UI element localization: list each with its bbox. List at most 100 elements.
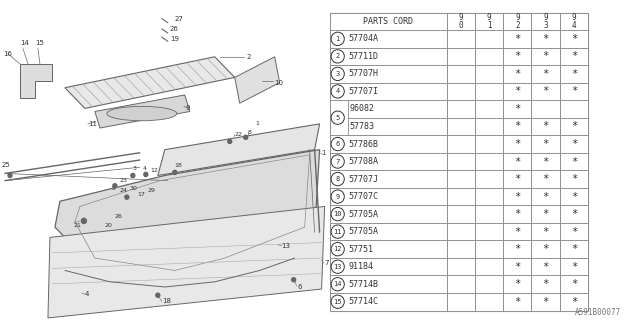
Bar [447, 240, 475, 258]
Circle shape [8, 173, 12, 178]
Bar [330, 83, 447, 100]
Text: 57714B: 57714B [348, 280, 378, 289]
Bar [503, 65, 531, 83]
Bar [447, 48, 475, 65]
Bar [531, 170, 560, 188]
Text: 4: 4 [143, 166, 147, 171]
Text: *: * [543, 279, 548, 289]
Polygon shape [55, 150, 319, 277]
Bar [447, 293, 475, 310]
Bar [475, 135, 503, 153]
Text: *: * [543, 209, 548, 219]
Text: 91184: 91184 [348, 262, 373, 271]
Text: 11: 11 [333, 229, 342, 235]
Text: *: * [543, 297, 548, 307]
Bar [560, 83, 588, 100]
Text: 9
3: 9 3 [543, 13, 548, 30]
Bar [503, 48, 531, 65]
Text: *: * [514, 69, 520, 79]
Text: 16: 16 [3, 51, 12, 57]
Text: *: * [543, 244, 548, 254]
Text: *: * [543, 227, 548, 237]
Text: 57707J: 57707J [348, 175, 378, 184]
Text: 2: 2 [335, 53, 340, 60]
Text: *: * [514, 52, 520, 61]
Text: 57707I: 57707I [348, 87, 378, 96]
Polygon shape [65, 57, 235, 108]
Text: 57705A: 57705A [348, 210, 378, 219]
Text: 30: 30 [130, 187, 138, 191]
Bar [447, 258, 475, 276]
Text: 57786B: 57786B [348, 140, 378, 148]
Circle shape [156, 293, 160, 297]
Text: 1: 1 [322, 150, 326, 156]
Polygon shape [158, 124, 319, 175]
Bar [503, 135, 531, 153]
Text: *: * [571, 34, 577, 44]
Text: 9: 9 [186, 105, 190, 111]
Text: 14: 14 [333, 281, 342, 287]
Text: *: * [571, 279, 577, 289]
Bar [475, 205, 503, 223]
Bar [560, 153, 588, 170]
Bar [503, 118, 531, 135]
Text: *: * [514, 139, 520, 149]
Text: *: * [543, 86, 548, 96]
Bar [475, 83, 503, 100]
Text: 11: 11 [88, 121, 97, 127]
Text: *: * [514, 104, 520, 114]
Bar [447, 12, 475, 30]
Text: *: * [571, 192, 577, 202]
Text: *: * [571, 69, 577, 79]
Bar [560, 240, 588, 258]
Bar [531, 30, 560, 48]
Bar [531, 293, 560, 310]
Bar [531, 48, 560, 65]
Bar [447, 170, 475, 188]
Text: 10: 10 [333, 211, 342, 217]
Text: *: * [571, 297, 577, 307]
Text: 7: 7 [335, 158, 340, 164]
Bar [531, 258, 560, 276]
Circle shape [81, 218, 86, 223]
Bar [475, 153, 503, 170]
Text: 1: 1 [335, 36, 340, 42]
Text: *: * [543, 174, 548, 184]
Text: A591B00077: A591B00077 [575, 308, 621, 317]
Text: *: * [543, 192, 548, 202]
Text: 25: 25 [2, 162, 11, 168]
Bar [447, 153, 475, 170]
Text: 29: 29 [148, 188, 156, 194]
Circle shape [173, 170, 177, 174]
Bar [447, 118, 475, 135]
Bar [447, 205, 475, 223]
Bar [330, 12, 588, 310]
Bar [560, 30, 588, 48]
Text: *: * [543, 69, 548, 79]
Text: 26: 26 [170, 26, 179, 32]
Text: 57711D: 57711D [348, 52, 378, 61]
Bar [330, 48, 447, 65]
Bar [531, 65, 560, 83]
Text: 6: 6 [335, 141, 340, 147]
Text: *: * [514, 262, 520, 272]
Bar [447, 100, 475, 118]
Bar [447, 135, 475, 153]
Bar [475, 100, 503, 118]
Polygon shape [20, 64, 52, 98]
Text: 96082: 96082 [350, 104, 375, 114]
Bar [531, 240, 560, 258]
Text: 20: 20 [105, 222, 113, 228]
Bar [560, 118, 588, 135]
Text: 5: 5 [112, 187, 116, 191]
Bar [475, 258, 503, 276]
Bar [531, 12, 560, 30]
Bar [560, 188, 588, 205]
Bar [330, 240, 447, 258]
Bar [330, 188, 447, 205]
Text: 9
4: 9 4 [572, 13, 576, 30]
Text: *: * [514, 244, 520, 254]
Text: 27: 27 [175, 16, 184, 21]
Bar [475, 12, 503, 30]
Circle shape [292, 278, 296, 282]
